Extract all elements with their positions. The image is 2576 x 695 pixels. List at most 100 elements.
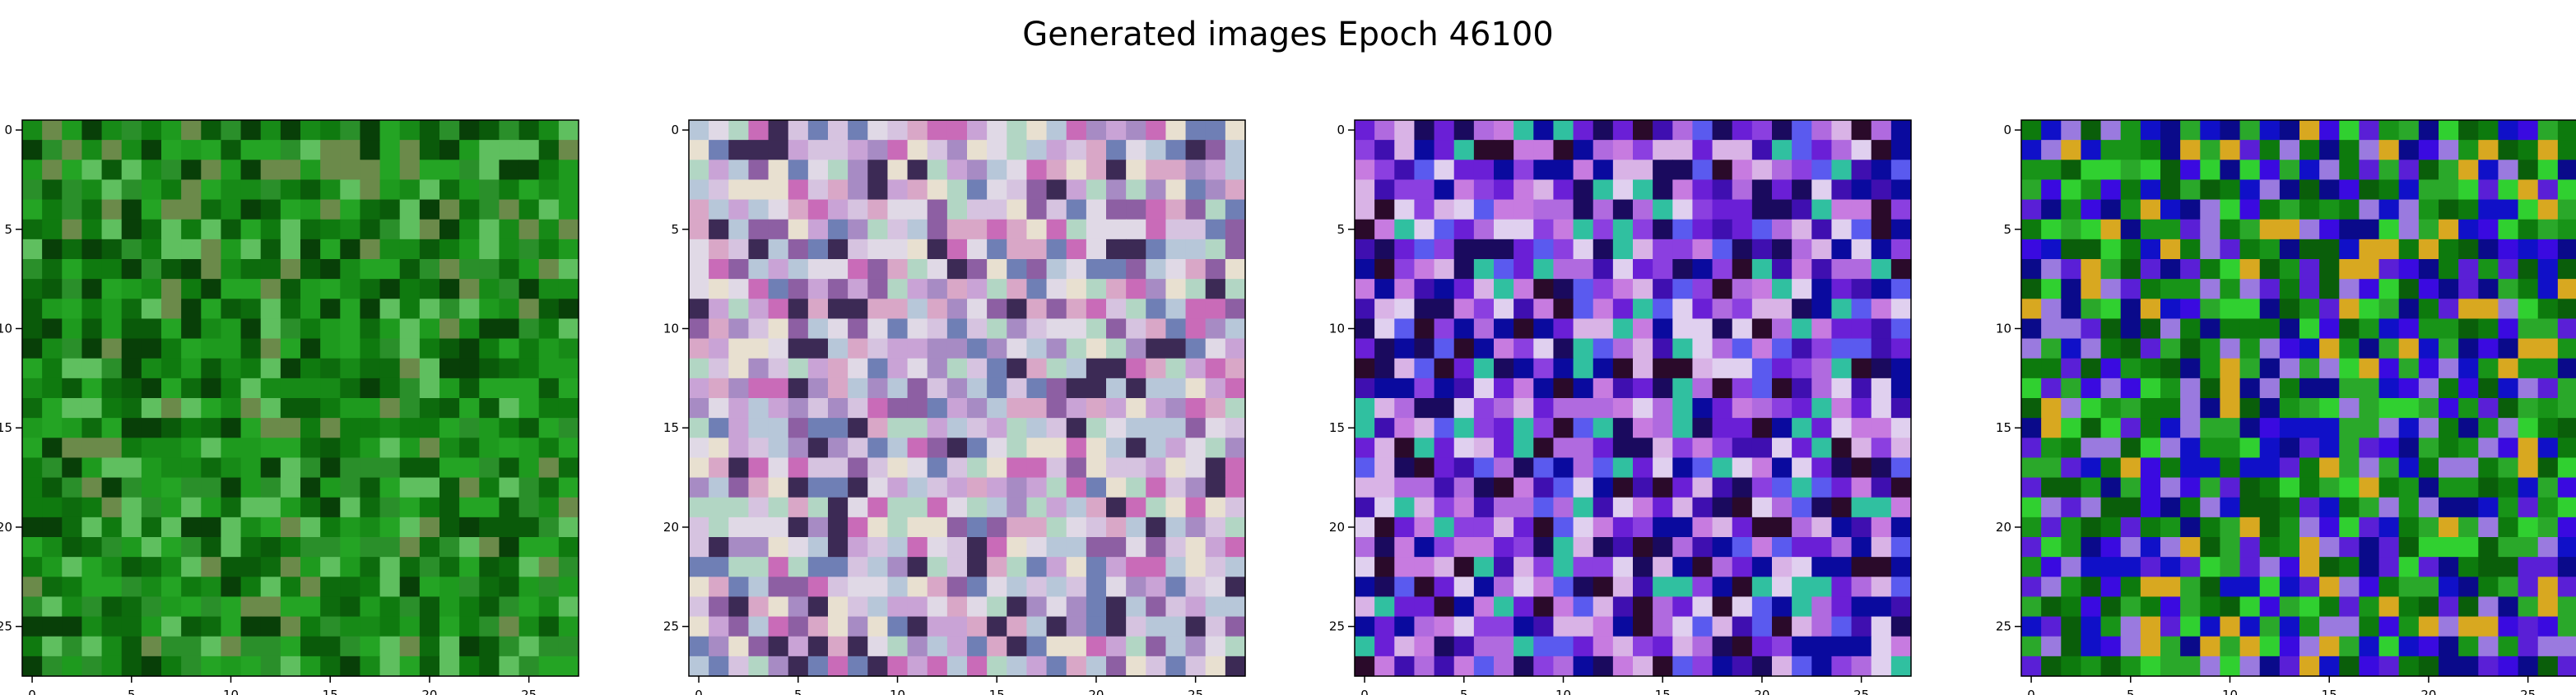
pixel [1126,438,1146,459]
pixel [2478,418,2499,438]
pixel [1533,140,1555,160]
pixel [340,656,361,677]
pixel [1792,457,1812,479]
pixel [927,517,948,538]
pixel [2478,358,2499,379]
pixel [320,517,341,538]
pixel [1792,418,1812,438]
pixel [2021,497,2042,518]
pixel [1394,596,1416,618]
pixel [1355,140,1375,160]
pixel [240,418,262,438]
pixel [320,497,341,518]
pixel [1772,596,1793,618]
pixel [2200,259,2221,280]
pixel [709,239,729,260]
pixel [479,656,500,677]
pixel [1692,557,1713,577]
pixel [101,537,123,558]
pixel [728,160,750,181]
pixel [2140,477,2161,498]
pixel [1573,398,1594,419]
pixel [2458,239,2479,260]
pixel [1205,160,1226,181]
pixel [1126,497,1146,518]
pixel [42,457,63,479]
pixel [1126,457,1146,479]
pixel [499,378,520,399]
y-tick-label: 5 [4,222,12,237]
pixel [2279,517,2300,538]
pixel [260,596,281,618]
pixel [807,358,829,379]
pixel [1792,378,1812,399]
pixel [1434,477,1455,498]
pixel [181,537,202,558]
pixel [1374,616,1395,637]
pixel [1434,497,1455,518]
pixel [2518,219,2539,240]
pixel [340,517,361,538]
pixel [1533,577,1555,598]
pixel [2319,457,2340,479]
pixel [1533,318,1555,340]
pixel [1533,120,1555,141]
pixel [2180,656,2201,677]
pixel [807,318,829,340]
pixel [320,656,341,677]
pixel [280,199,301,220]
pixel [2041,537,2062,558]
pixel [1205,438,1226,459]
pixel [1066,279,1087,299]
pixel [2299,616,2320,637]
pixel [1374,517,1395,538]
axes-frame [1354,119,1912,677]
pixel [2458,636,2479,657]
pixel [2299,199,2320,220]
pixel [240,656,262,677]
pixel [558,557,579,577]
pixel [1890,378,1912,399]
pixel [2537,179,2559,201]
pixel [2021,199,2042,220]
pixel [1126,418,1146,438]
pixel [2100,259,2122,280]
pixel [2478,596,2499,618]
pixel [1165,477,1187,498]
pixel [2458,299,2479,320]
pixel [2021,438,2042,459]
pixel [848,656,868,677]
pixel [2518,557,2539,577]
pixel [2259,457,2281,479]
pixel [2458,418,2479,438]
pixel [1066,378,1087,399]
pixel [2239,299,2261,320]
pixel [221,636,242,657]
pixel [2180,318,2201,340]
pixel [2140,438,2161,459]
pixel [748,557,770,577]
pixel [1225,358,1246,379]
pixel [1394,219,1416,240]
pixel [2478,438,2499,459]
pixel [1514,477,1534,498]
pixel [419,656,440,677]
pixel [768,239,789,260]
pixel [320,279,341,299]
pixel [1653,299,1673,320]
pixel [1394,636,1416,657]
pixel [161,338,182,359]
pixel [967,358,988,379]
pixel [260,199,281,220]
pixel [499,418,520,438]
pixel [927,140,948,160]
pixel [181,318,202,340]
pixel [2378,358,2400,379]
pixel [538,299,560,320]
pixel [1414,636,1435,657]
pixel [1165,398,1187,419]
pixel [2180,160,2201,181]
pixel [2498,457,2519,479]
pixel [101,318,123,340]
pixel [439,358,460,379]
